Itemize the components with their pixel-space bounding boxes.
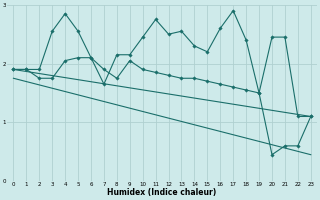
X-axis label: Humidex (Indice chaleur): Humidex (Indice chaleur) bbox=[108, 188, 217, 197]
